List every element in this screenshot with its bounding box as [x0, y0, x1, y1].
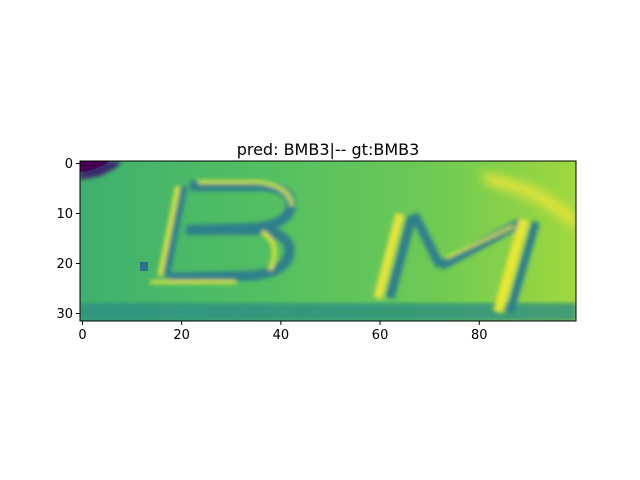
chart-title: pred: BMB3|-- gt:BMB3: [237, 140, 420, 159]
y-tick-label: 0: [65, 157, 73, 172]
letter-b: [140, 180, 296, 284]
x-tick-label: 80: [471, 328, 488, 343]
heatmap-image: [80, 161, 576, 321]
x-axis: 0 20 40 60 80: [78, 321, 488, 343]
y-tick-label: 30: [56, 307, 73, 322]
x-tick-label: 40: [273, 328, 290, 343]
x-tick-label: 0: [78, 328, 86, 343]
x-tick-label: 60: [372, 328, 389, 343]
image-bright-arc: [480, 172, 576, 232]
image-dark-corner-core: [80, 161, 110, 172]
y-axis: 0 10 20 30: [56, 157, 80, 322]
x-tick-label: 20: [173, 328, 190, 343]
image-bottom-band: [80, 303, 576, 321]
letter-m: [373, 211, 540, 314]
plot-frame: [79, 160, 577, 322]
y-tick-label: 10: [56, 207, 73, 222]
letter-b-dot: [140, 262, 148, 271]
y-tick-label: 20: [56, 257, 73, 272]
